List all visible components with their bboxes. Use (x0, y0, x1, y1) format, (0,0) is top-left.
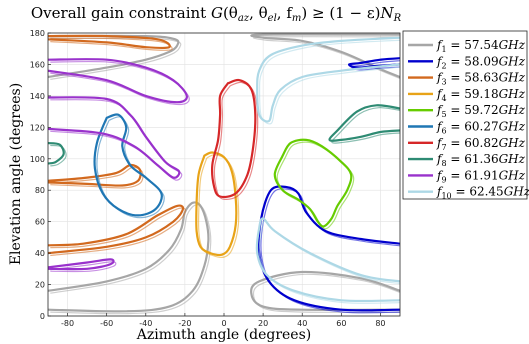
contour-f10-1-trace (258, 39, 400, 125)
contour-f3-2-trace (50, 207, 186, 257)
y-tick-label: 60 (35, 218, 45, 227)
title-sub-el: el (268, 13, 277, 24)
y-ticks: 0 20 40 60 80 100 120 140 160 180 (30, 29, 51, 321)
y-tick-label: 100 (30, 155, 45, 164)
contour-lines (48, 33, 400, 315)
title-sub-m: m (292, 13, 301, 24)
contour-f3-3 (48, 34, 171, 50)
title-comma2: , f (277, 4, 294, 22)
y-axis-label: Elevation angle (degrees) (8, 83, 24, 265)
contour-f9-1-trace (50, 60, 190, 106)
y-tick-label: 140 (30, 92, 45, 101)
y-tick-label: 0 (40, 312, 45, 321)
series-f8 (48, 104, 400, 167)
legend-label-f3: f3 = 58.63GHz (436, 71, 526, 87)
x-tick-label: 60 (336, 319, 346, 328)
contour-f3-3-trace (50, 37, 173, 51)
contour-f4-1-trace (197, 154, 240, 259)
contour-f1-2-trace (50, 204, 212, 315)
y-tick-label: 40 (35, 249, 45, 258)
contour-f8-1 (328, 104, 400, 142)
contour-f5-1 (273, 138, 353, 228)
x-axis-label: Azimuth angle (degrees) (136, 327, 311, 343)
series-f7 (211, 78, 259, 200)
contour-f1-4-trace (252, 273, 400, 313)
x-tick-label: 20 (258, 319, 268, 328)
legend-label-f7: f7 = 60.82GHz (436, 136, 526, 152)
contour-f1-4 (250, 270, 400, 312)
x-tick-label: -60 (100, 319, 113, 328)
y-tick-label: 160 (30, 60, 45, 69)
contour-f3-2 (48, 204, 185, 255)
contour-f10-2-trace (258, 220, 400, 304)
legend-label-f5: f5 = 59.72GHz (436, 103, 526, 119)
x-tick-label: 80 (375, 319, 385, 328)
contour-f7-1 (211, 78, 257, 199)
contour-f7-1-trace (213, 81, 259, 200)
y-tick-label: 80 (35, 186, 45, 195)
title-sub-r: R (393, 13, 402, 24)
contour-f8-2-trace (50, 144, 67, 167)
title-comma1: , θ (249, 4, 268, 22)
contour-f6-1-trace (96, 116, 165, 219)
legend-label-f4: f4 = 59.18GHz (436, 87, 526, 103)
plot-area: -80 -60 -40 -20 0 20 40 60 80 0 20 40 60 80 100 120 140… (30, 29, 401, 328)
legend-label-f1: f1 = 57.54GHz (436, 38, 526, 54)
contour-f1-3-trace (253, 36, 400, 80)
title-args: (θ (223, 4, 238, 22)
contour-f9-1 (48, 58, 188, 104)
title-rhs: ) ≥ (1 − ε) (301, 4, 380, 22)
y-tick-label: 180 (30, 29, 45, 38)
x-tick-label: -80 (61, 319, 74, 328)
contour-f1-1 (48, 34, 180, 79)
series-f10 (255, 36, 400, 304)
contour-f8-2 (48, 142, 65, 165)
contour-f9-2-trace (50, 99, 183, 181)
legend-box (402, 30, 528, 200)
contour-f10-2 (255, 217, 400, 303)
series-f5 (273, 138, 355, 230)
y-tick-label: 20 (35, 281, 45, 290)
title-text: Overall gain constraint (31, 4, 211, 22)
chart-title: Overall gain constraint G(θaz, θel, fm) … (31, 4, 402, 24)
x-tick-label: 0 (221, 319, 226, 328)
series-f4 (195, 151, 240, 259)
x-tick-label: -40 (139, 319, 152, 328)
title-fn: G (211, 4, 223, 22)
legend-label-f6: f6 = 60.27GHz (436, 120, 526, 136)
legend-label-f2: f2 = 58.09GHz (436, 54, 526, 70)
contour-f10-1 (256, 36, 400, 123)
contour-f9-3-trace (50, 261, 117, 273)
x-tick-label: 40 (297, 319, 307, 328)
x-ticks: -80 -60 -40 -20 0 20 40 60 80 (61, 313, 386, 328)
contour-f6-1 (93, 113, 163, 217)
legend-label-f8: f8 = 61.36GHz (436, 152, 526, 168)
legend-label-f10: f10 = 62.45GHz (436, 185, 529, 201)
contour-f2-2 (257, 185, 400, 312)
contour-f2-2-trace (260, 188, 400, 314)
series-f6 (93, 113, 165, 219)
title-n: N (379, 4, 394, 22)
contour-f2-1-trace (350, 60, 400, 71)
contour-f8-1-trace (331, 107, 400, 144)
title-sub-az: az (238, 13, 250, 24)
y-tick-label: 120 (30, 123, 45, 132)
legend-label-f9: f9 = 61.91GHz (436, 168, 526, 184)
x-tick-label: -20 (178, 319, 191, 328)
contour-f5-1-trace (276, 141, 355, 230)
series-f9 (48, 58, 190, 273)
